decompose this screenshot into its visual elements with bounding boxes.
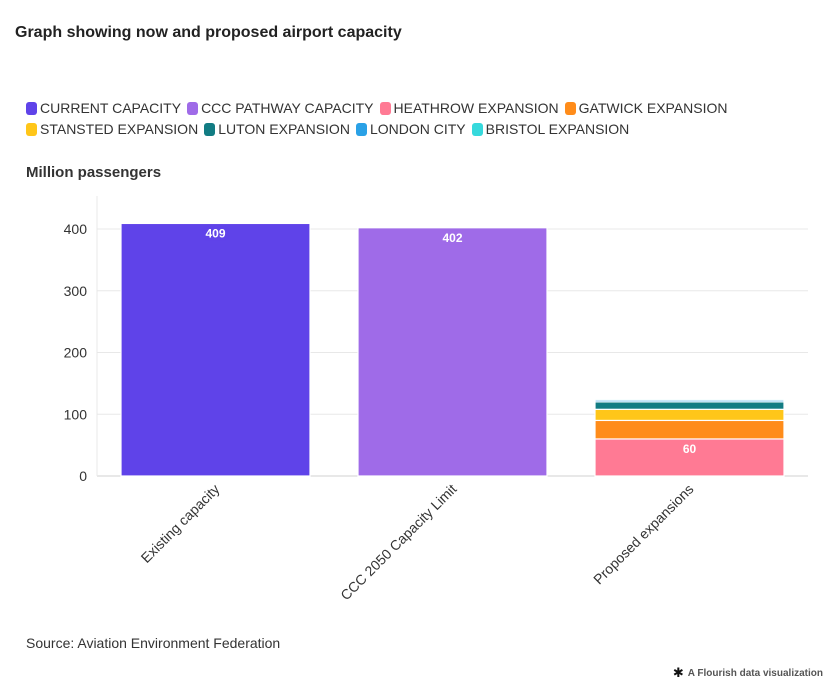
- legend-label: LONDON CITY: [369, 121, 466, 137]
- legend-item[interactable]: LONDON CITY: [355, 120, 466, 139]
- legend-swatch: [26, 123, 37, 136]
- bar-segment: [594, 401, 785, 410]
- credit-text: A Flourish data visualization: [687, 667, 823, 679]
- legend-swatch: [187, 102, 199, 115]
- legend-swatch: [379, 102, 391, 115]
- bar-segment: [594, 408, 785, 422]
- data-label-bg: [676, 441, 703, 456]
- y-tick-label: 0: [79, 468, 87, 484]
- legend-item[interactable]: STANSTED EXPANSION: [26, 120, 198, 139]
- legend-label: BRISTOL EXPANSION: [485, 121, 630, 137]
- legend-item[interactable]: CCC PATHWAY CAPACITY: [187, 99, 374, 118]
- y-axis-label: Million passengers: [26, 164, 162, 181]
- y-tick-label: 100: [64, 406, 88, 422]
- source-note: Source: Aviation Environment Federation: [26, 635, 281, 651]
- legend: CURRENT CAPACITY CCC PATHWAY CAPACITY HEAT…: [26, 99, 786, 141]
- chart-title: Graph showing now and proposed airport c…: [15, 24, 402, 41]
- bar-segment: [357, 227, 548, 477]
- legend-swatch: [564, 102, 576, 115]
- legend-label: CCC PATHWAY CAPACITY: [201, 100, 374, 116]
- data-label: 60: [683, 442, 697, 456]
- data-label: 402: [442, 231, 462, 245]
- y-tick-label: 300: [64, 283, 88, 299]
- x-tick-label: Existing capacity: [138, 481, 223, 566]
- legend-item[interactable]: GATWICK EXPANSION: [564, 99, 728, 118]
- legend-item[interactable]: CURRENT CAPACITY: [26, 99, 181, 118]
- legend-swatch: [204, 123, 216, 136]
- legend-swatch: [26, 102, 37, 115]
- legend-label: CURRENT CAPACITY: [40, 100, 182, 116]
- bar-segment: [594, 398, 785, 401]
- data-label-bg: [439, 230, 466, 245]
- data-label: 409: [205, 226, 225, 240]
- x-tick-label: Proposed expansions: [590, 481, 697, 588]
- legend-swatch: [471, 123, 483, 136]
- y-tick-label: 200: [64, 345, 88, 361]
- flourish-credit[interactable]: ✱ A Flourish data visualization: [673, 665, 823, 681]
- bar-segment: [120, 222, 311, 477]
- bar-segment: [594, 419, 785, 440]
- flourish-logo-icon: ✱: [672, 665, 684, 680]
- legend-item[interactable]: LUTON EXPANSION: [204, 120, 350, 139]
- legend-label: GATWICK EXPANSION: [578, 100, 728, 116]
- data-label-bg: [202, 226, 229, 241]
- x-tick-label: CCC 2050 Capacity Limit: [337, 481, 460, 604]
- legend-item[interactable]: BRISTOL EXPANSION: [471, 120, 630, 139]
- legend-label: HEATHROW EXPANSION: [393, 100, 559, 116]
- legend-label: LUTON EXPANSION: [218, 121, 350, 137]
- legend-swatch: [355, 123, 367, 136]
- y-tick-label: 400: [64, 221, 88, 237]
- legend-label: STANSTED EXPANSION: [40, 121, 199, 137]
- legend-item[interactable]: HEATHROW EXPANSION: [379, 99, 559, 118]
